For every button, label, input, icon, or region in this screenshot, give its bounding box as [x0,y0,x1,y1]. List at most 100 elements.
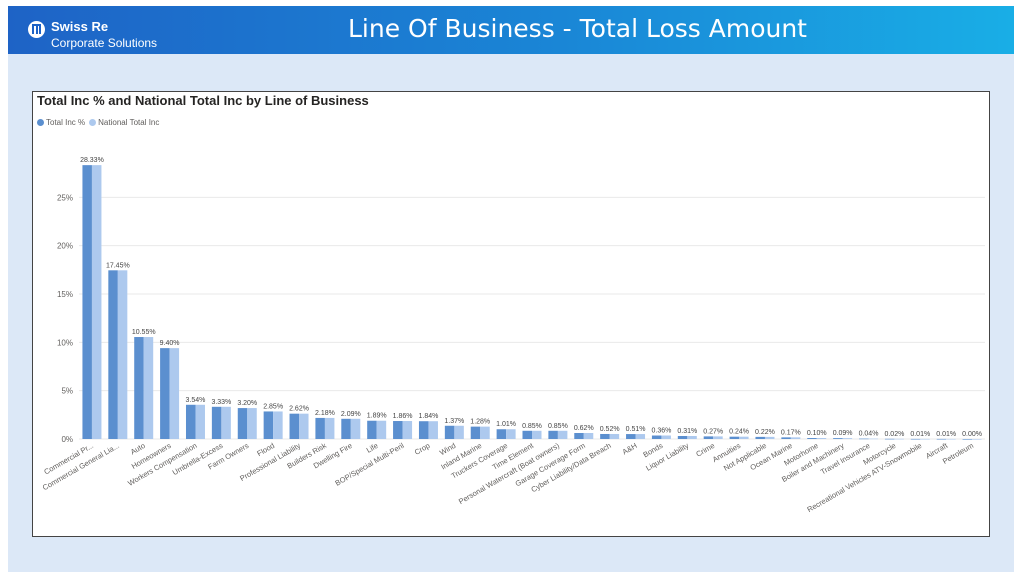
bar-national-total-inc [221,406,231,439]
header-banner: Swiss Re Corporate Solutions Line Of Bus… [8,6,1014,54]
data-label: 2.62% [289,406,309,413]
bar-national-total-inc [428,421,438,439]
bar-total-inc [626,434,636,439]
data-label: 0.85% [522,423,542,430]
data-label: 0.85% [548,423,568,430]
data-label: 28.33% [80,157,104,164]
bar-total-inc [548,430,558,439]
data-label: 10.55% [132,329,156,336]
bar-total-inc [470,426,481,439]
bar-total-inc [807,438,817,439]
bar-national-total-inc [273,411,283,439]
bar-total-inc [781,437,791,439]
bar-national-total-inc [894,438,904,440]
bar-total-inc [833,438,843,439]
data-label: 0.02% [884,431,904,438]
y-tick-label: 25% [57,193,73,202]
data-label: 0.24% [729,429,749,436]
page-title: Line Of Business - Total Loss Amount [348,14,807,43]
data-label: 1.28% [470,419,490,426]
bar-national-total-inc [764,436,775,439]
data-label: 0.62% [574,425,594,432]
bar-total-inc [160,348,170,439]
bar-national-total-inc [454,425,464,439]
brand-name: Swiss Re [51,19,109,34]
bar-total-inc [496,429,507,439]
bar-national-total-inc [376,420,387,439]
chart-legend[interactable]: Total Inc % National Total Inc [37,118,163,127]
bar-national-total-inc [350,418,361,439]
bar-total-inc [859,438,869,440]
data-label: 0.52% [600,426,620,433]
data-label: 1.01% [496,421,516,428]
bar-national-total-inc [816,438,827,439]
bar-national-total-inc [117,270,128,439]
bar-total-inc [677,436,688,439]
bar-national-total-inc [143,337,154,439]
bar-total-inc [729,436,740,439]
bar-total-inc [185,404,196,439]
data-label: 2.09% [341,411,361,418]
data-label: 0.09% [833,430,853,437]
bar-national-total-inc [402,421,413,439]
chart-card[interactable]: 0% 5% 10% 15% 20% 25% 28.33% Commercial Pr... 17… [32,91,990,537]
data-label: 17.45% [106,262,130,269]
bar-national-total-inc [946,438,956,440]
y-tick-label: 20% [57,242,73,251]
y-tick-label: 10% [57,338,73,347]
data-label: 3.33% [211,399,231,406]
data-label: 0.36% [651,428,671,435]
bar-national-total-inc [324,417,335,439]
bar-total-inc [962,439,973,440]
bar-national-total-inc [557,430,568,439]
bar-total-inc [134,337,144,439]
bar-national-total-inc [790,437,801,439]
brand-subtitle: Corporate Solutions [51,36,158,50]
data-label: 0.04% [859,431,879,438]
bar-total-inc [755,436,765,439]
bar-total-inc [393,421,403,439]
slide: Swiss Re Corporate Solutions Line Of Bus… [8,6,1014,572]
x-category-label: A&H [621,441,639,457]
bar-total-inc [418,421,429,439]
x-category-label: Life [365,441,380,455]
bar-national-total-inc [687,436,697,439]
legend-item-total-inc[interactable]: Total Inc % [37,118,85,127]
data-label: 0.27% [703,428,723,435]
data-label: 0.00% [962,431,982,438]
bar-total-inc [341,418,351,439]
bar-total-inc [82,165,92,439]
bar-total-inc [263,411,274,439]
data-label: 3.20% [237,400,257,407]
bar-national-total-inc [480,426,490,439]
legend-label: National Total Inc [98,118,160,127]
bar-total-inc [315,417,325,439]
data-label: 3.54% [186,397,206,404]
data-label: 2.85% [263,403,283,410]
bar-national-total-inc [506,429,516,439]
legend-label: Total Inc % [46,118,86,127]
bar-national-total-inc [972,439,982,440]
bar-total-inc [703,436,714,439]
data-label: 0.22% [755,429,775,436]
legend-marker-icon [37,119,44,126]
data-label: 1.89% [367,413,387,420]
data-label: 9.40% [160,340,180,347]
bar-total-inc [237,408,248,439]
bar-national-total-inc [739,436,749,439]
data-label: 0.31% [677,428,697,435]
data-label: 2.18% [315,410,335,417]
bar-total-inc [211,406,222,439]
chart-title: Total Inc % and National Total Inc by Li… [37,93,369,108]
bar-total-inc [651,435,662,439]
bar-total-inc [108,270,118,439]
data-label: 0.51% [626,426,646,433]
bar-chart[interactable]: 0%5%10%15%20%25%28.33%Commercial Pr...17… [33,92,989,536]
data-label: 1.37% [444,418,464,425]
data-label: 1.84% [419,413,439,420]
bar-national-total-inc [583,433,594,439]
bar-total-inc [367,420,377,439]
legend-item-national-total-inc[interactable]: National Total Inc [89,118,159,127]
data-label: 0.01% [936,431,956,438]
bar-national-total-inc [609,433,620,439]
